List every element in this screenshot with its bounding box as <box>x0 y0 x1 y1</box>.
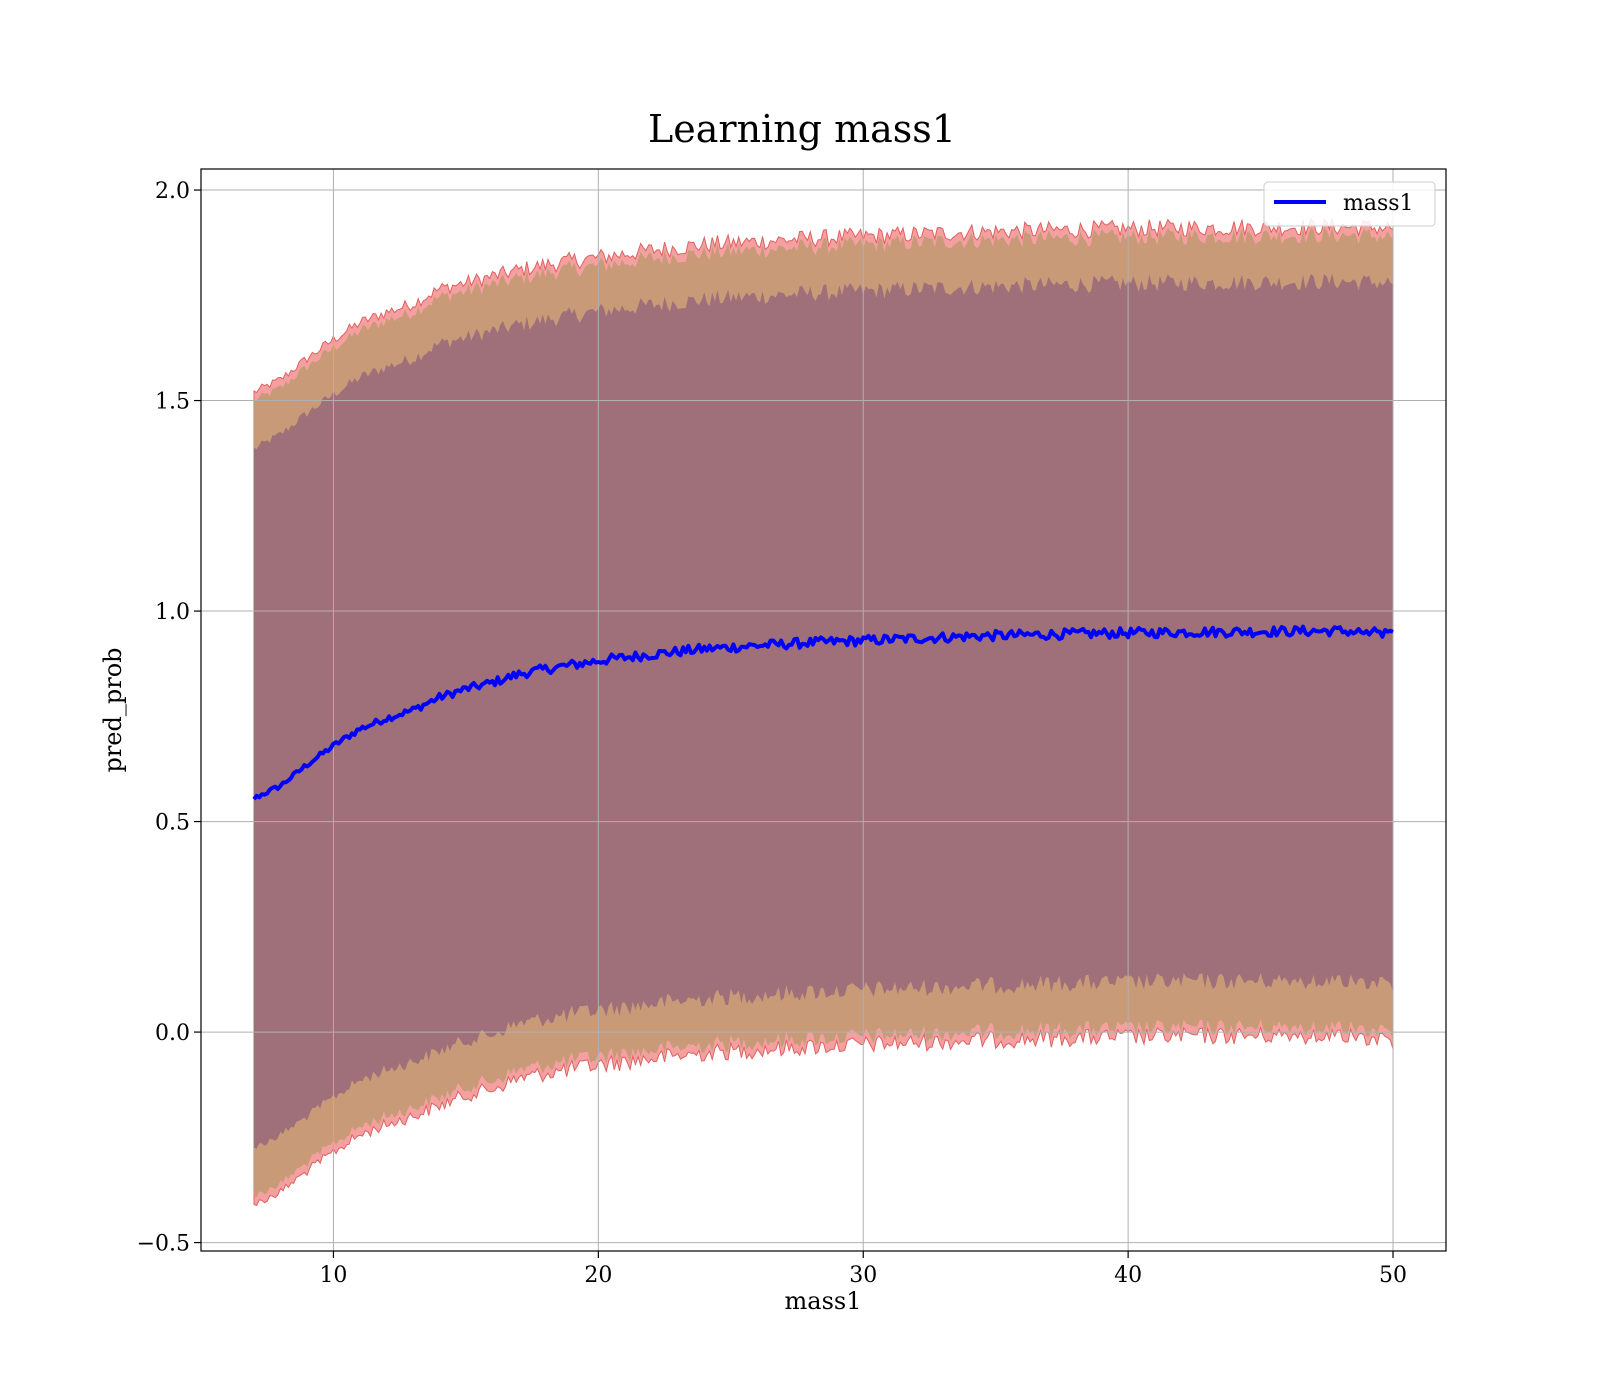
legend: mass1 <box>1263 181 1436 227</box>
axis-ticks: 10 20 30 40 50 −0.5 0.0 0.5 1.0 1.5 2.0 <box>137 179 1407 1288</box>
legend-box <box>1263 181 1436 227</box>
band-inner <box>254 273 1393 1149</box>
x-tick-label: 10 <box>319 1263 347 1288</box>
plot-frame <box>200 168 1447 1252</box>
y-tick-label: −0.5 <box>137 1232 190 1257</box>
y-tick-label: 0.0 <box>155 1021 190 1046</box>
series-line-mass1 <box>252 624 1394 801</box>
legend-label: mass1 <box>1343 191 1414 216</box>
y-tick-label: 0.5 <box>155 811 190 836</box>
grid <box>201 169 1446 1251</box>
x-tick-label: 30 <box>849 1263 877 1288</box>
y-axis-label: pred_prob <box>99 647 127 772</box>
series-layer <box>252 624 1394 801</box>
x-tick-label: 20 <box>584 1263 612 1288</box>
x-tick-label: 50 <box>1379 1263 1407 1288</box>
x-tick-label: 40 <box>1114 1263 1142 1288</box>
y-tick-label: 1.5 <box>155 390 190 415</box>
y-tick-label: 2.0 <box>155 179 190 204</box>
x-axis-label: mass1 <box>785 1287 862 1315</box>
y-tick-label: 1.0 <box>155 600 190 625</box>
chart-title: Learning mass1 <box>648 107 956 151</box>
confidence-bands <box>253 218 1394 1207</box>
